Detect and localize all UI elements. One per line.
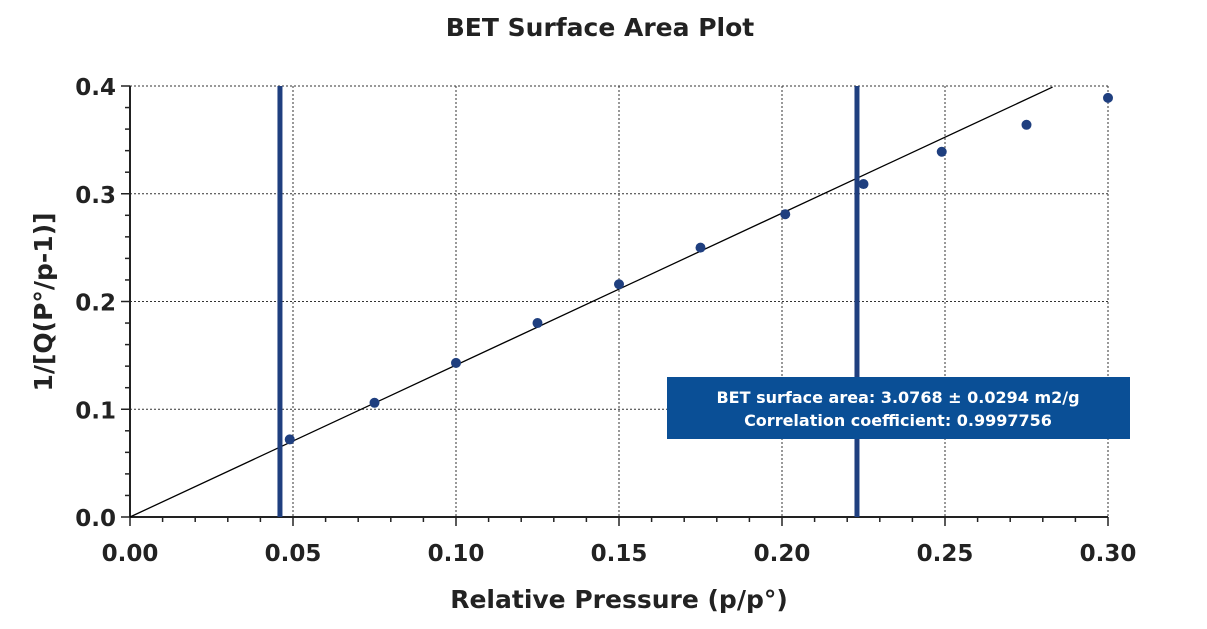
data-point [780, 209, 791, 220]
grid-layer [130, 85, 1109, 517]
data-point [532, 318, 543, 329]
axes-layer: 0.00 0.05 0.10 0.15 0.20 0.25 0.30 0.0 0.1 0.2 0.3… [75, 75, 1136, 567]
y-tick-label: 0.1 [75, 398, 116, 424]
y-tick-label: 0.3 [75, 183, 116, 209]
data-point [451, 357, 461, 368]
data-point [695, 242, 706, 253]
y-tick-label: 0.2 [75, 291, 116, 317]
range-marker-layer [277, 86, 860, 517]
x-tick-label: 0.15 [591, 541, 648, 567]
annotation-line-2: Correlation coefficient: 0.9997756 [744, 411, 1052, 430]
annotation-layer: BET surface area: 3.0768 ± 0.0294 m2/g C… [667, 377, 1130, 439]
data-point [614, 279, 624, 290]
x-tick-label: 0.05 [265, 541, 322, 567]
x-tick-label: 0.20 [754, 541, 811, 567]
y-tick-label: 0.4 [75, 75, 116, 101]
y-tick-label: 0.0 [75, 506, 116, 532]
fit-layer [129, 86, 1053, 518]
y-axis-label: 1/[Q(P°/p-1)] [29, 212, 58, 391]
points-layer [284, 92, 1113, 445]
x-tick-label: 0.30 [1080, 541, 1137, 567]
x-tick-label: 0.10 [428, 541, 485, 567]
data-point [284, 434, 295, 445]
data-point [1021, 119, 1032, 130]
data-point [936, 146, 947, 157]
data-point [858, 179, 869, 190]
fit-line [129, 86, 1053, 518]
x-tick-label: 0.25 [917, 541, 974, 567]
annotation-box [667, 377, 1130, 439]
data-point [369, 397, 380, 408]
x-axis-label: Relative Pressure (p/p°) [450, 585, 788, 614]
data-point [1103, 92, 1113, 103]
chart-title: BET Surface Area Plot [446, 13, 755, 42]
annotation-line-1: BET surface area: 3.0768 ± 0.0294 m2/g [716, 388, 1079, 407]
x-tick-label: 0.00 [102, 541, 159, 567]
